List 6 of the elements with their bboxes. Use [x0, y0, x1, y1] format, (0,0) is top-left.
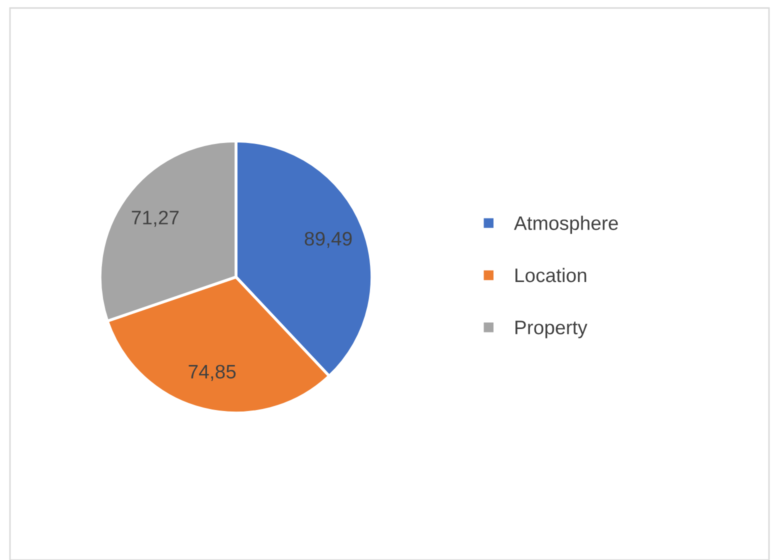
legend-label: Location — [516, 268, 586, 282]
data-label: 89,49 — [304, 232, 352, 248]
data-label: 71,27 — [132, 210, 179, 227]
data-label: 74,85 — [188, 364, 236, 381]
legend-label: Property — [516, 320, 588, 338]
legend-label: Atmosphere — [514, 216, 618, 234]
